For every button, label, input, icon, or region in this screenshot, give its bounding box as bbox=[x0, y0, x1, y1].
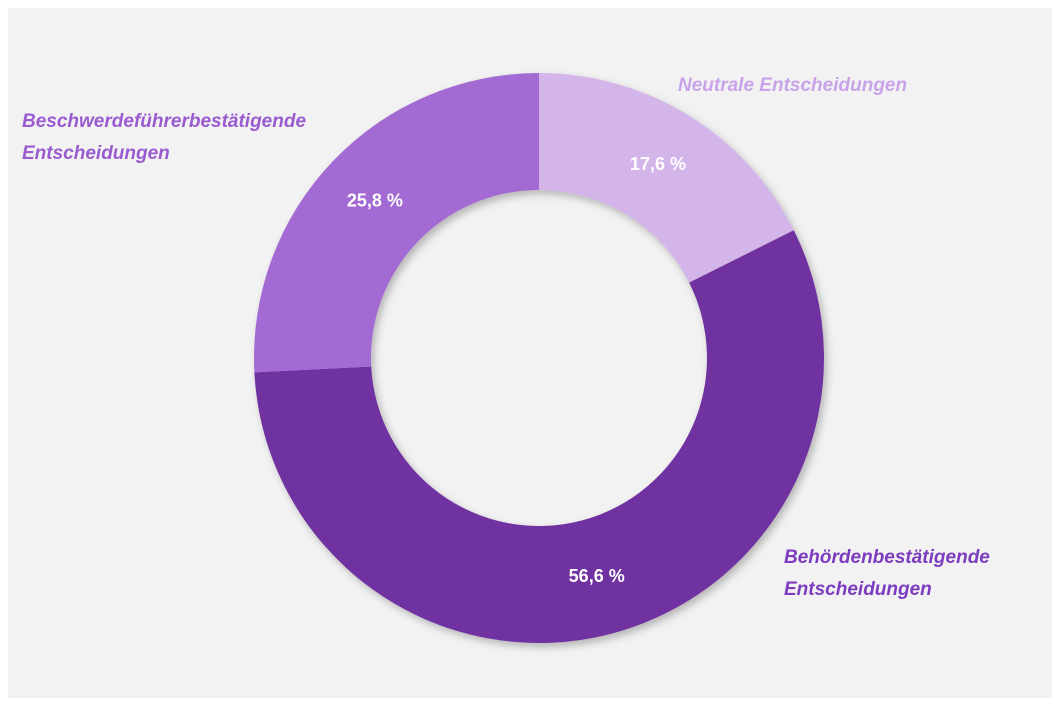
donut bbox=[254, 73, 824, 643]
donut-segment bbox=[254, 230, 824, 643]
value-label: 17,6 % bbox=[630, 154, 686, 174]
value-label: 25,8 % bbox=[347, 191, 403, 211]
category-label: Behördenbestätigende Entscheidungen bbox=[784, 547, 990, 600]
donut-segment bbox=[539, 73, 794, 283]
category-label: Beschwerdeführerbestätigende Entscheidun… bbox=[22, 111, 307, 164]
category-label: Neutrale Entscheidungen bbox=[678, 75, 908, 96]
donut-segment bbox=[254, 73, 539, 373]
value-label: 56,6 % bbox=[569, 566, 625, 586]
